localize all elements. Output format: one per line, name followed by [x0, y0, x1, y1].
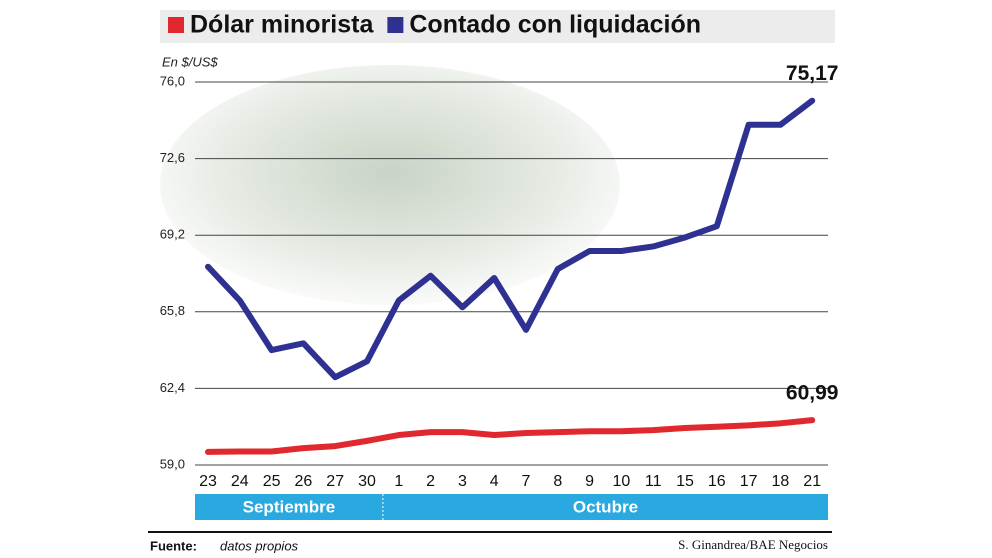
month-label: Octubre [573, 497, 638, 516]
x-tick-label: 15 [676, 473, 694, 490]
x-tick-label: 27 [326, 473, 344, 490]
series-line [205, 97, 816, 381]
x-tick-label: 21 [803, 473, 821, 490]
x-tick-label: 17 [740, 473, 758, 490]
x-tick-label: 7 [522, 473, 531, 490]
legend-background [160, 10, 835, 43]
x-tick-label: 4 [490, 473, 499, 490]
source-label: Fuente: [150, 538, 197, 553]
month-band [195, 494, 828, 520]
y-tick-label: 69,2 [160, 227, 185, 242]
background-photo [160, 65, 620, 305]
x-tick-label: 11 [645, 473, 662, 490]
x-tick-label: 24 [231, 473, 249, 490]
x-tick-label: 10 [613, 473, 631, 490]
credit: S. Ginandrea/BAE Negocios [678, 537, 828, 552]
series-line [205, 417, 816, 455]
legend-swatch [168, 17, 184, 33]
y-tick-label: 65,8 [160, 303, 185, 318]
x-tick-label: 25 [263, 473, 281, 490]
x-tick-label: 9 [585, 473, 594, 490]
x-tick-label: 16 [708, 473, 726, 490]
source: datos propios [220, 538, 299, 553]
legend-label: Dólar minorista [190, 11, 374, 39]
unit-label: En $/US$ [162, 54, 218, 69]
value-label: 75,17 [786, 62, 839, 85]
y-tick-label: 76,0 [160, 73, 185, 88]
month-label: Septiembre [243, 497, 336, 516]
x-tick-label: 18 [772, 473, 790, 490]
x-tick-label: 8 [553, 473, 562, 490]
legend-label: Contado con liquidación [409, 11, 701, 39]
x-tick-label: 30 [358, 473, 376, 490]
y-tick-label: 62,4 [160, 380, 185, 395]
y-tick-label: 59,0 [160, 456, 185, 471]
x-tick-label: 23 [199, 473, 217, 490]
y-tick-label: 72,6 [160, 150, 185, 165]
x-tick-label: 1 [394, 473, 403, 490]
x-tick-label: 26 [295, 473, 313, 490]
value-label: 60,99 [786, 382, 839, 405]
x-tick-label: 3 [458, 473, 467, 490]
legend-swatch [387, 17, 404, 33]
x-tick-label: 2 [426, 473, 435, 490]
